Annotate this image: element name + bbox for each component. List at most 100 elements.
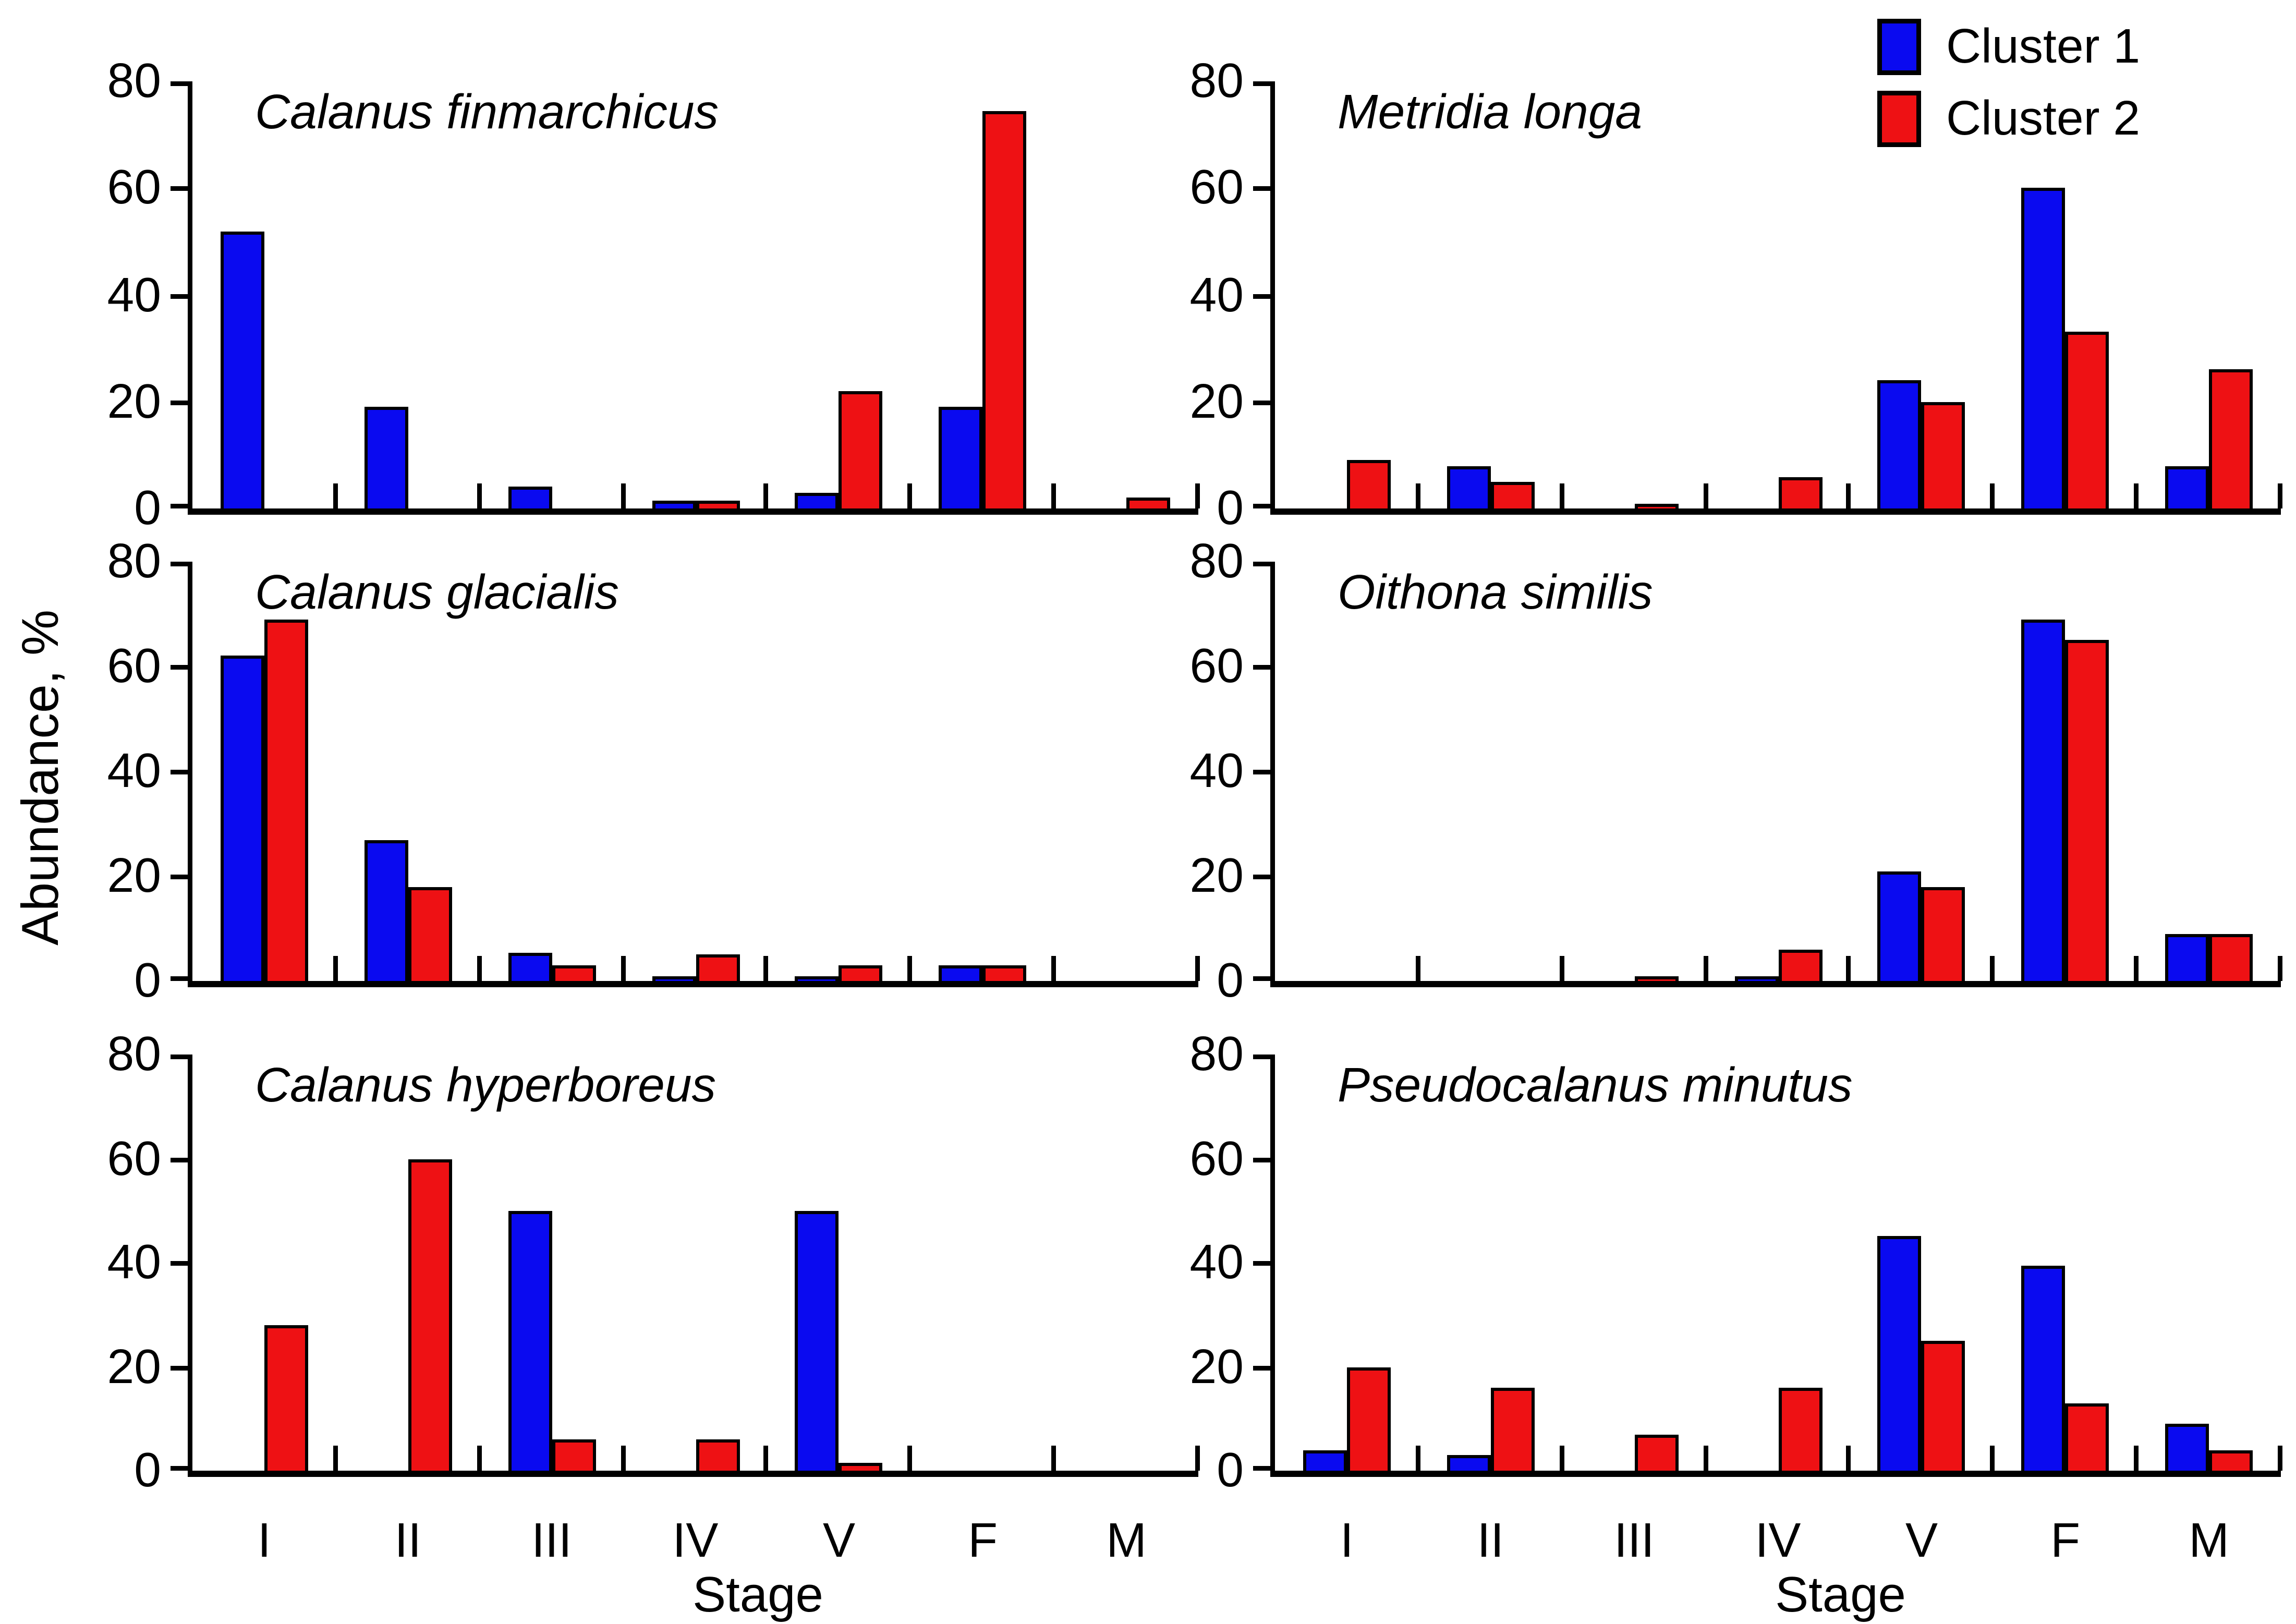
bar-III-cluster1 — [507, 1210, 552, 1471]
y-axis-tick — [1253, 1055, 1270, 1059]
bar-V-cluster1 — [1878, 1237, 1922, 1471]
y-axis-tick — [171, 1055, 188, 1059]
x-axis-tick — [1559, 483, 1564, 508]
bar-M-cluster1 — [2165, 1424, 2209, 1471]
y-axis-tick — [171, 665, 188, 670]
x-tick-label-stage-ii: II — [1477, 1513, 1504, 1568]
bar-F-cluster2 — [2065, 332, 2109, 508]
bar-V-cluster1 — [1878, 870, 1922, 981]
bar-V-cluster2 — [1922, 1340, 1966, 1471]
x-axis-tick — [764, 1446, 769, 1471]
bar-IV-cluster2 — [695, 500, 739, 508]
y-tick-label: 40 — [107, 743, 161, 798]
y-tick-label: 0 — [1217, 953, 1244, 1008]
panel-title: Calanus hyperboreus — [255, 1058, 716, 1112]
x-axis-tick — [1703, 483, 1708, 508]
x-axis-tick — [907, 483, 913, 508]
bar-III-cluster2 — [551, 1439, 596, 1471]
x-axis-tick — [764, 483, 769, 508]
bar-F-cluster2 — [982, 111, 1027, 508]
y-axis-title: Abundance, % — [11, 609, 69, 946]
y-tick-label: 40 — [107, 266, 161, 322]
panel-calanus-finmarchicus: Calanus finmarchicus 0 20 40 60 80 — [107, 54, 1200, 535]
y-tick-label: 80 — [107, 1026, 161, 1081]
y-tick-label: 0 — [134, 1443, 161, 1497]
bar-V-cluster1 — [795, 975, 840, 981]
y-axis-tick — [171, 976, 188, 981]
x-tick-label-stage-m: M — [1106, 1513, 1147, 1568]
cluster2-swatch-icon — [1877, 91, 1921, 147]
x-axis-tick — [1990, 483, 1995, 508]
bar-I-cluster2 — [264, 1325, 308, 1471]
x-axis-tick — [1195, 483, 1200, 508]
bar-I-cluster1 — [1303, 1450, 1347, 1471]
y-axis-tick — [1253, 562, 1270, 566]
y-tick-label: 20 — [1189, 848, 1244, 903]
x-axis-tick — [1051, 1446, 1056, 1471]
x-tick-label-stage-v: V — [823, 1513, 856, 1568]
bar-II-cluster1 — [364, 407, 408, 508]
x-axis-tick — [907, 956, 913, 981]
y-axis-tick — [1253, 1365, 1270, 1370]
bar-IV-cluster2 — [1778, 1387, 1822, 1471]
bar-M-cluster1 — [2165, 466, 2209, 508]
legend-label-cluster1: Cluster 1 — [1946, 19, 2141, 74]
x-axis-title: Stage — [693, 1566, 823, 1622]
x-axis-tick — [333, 483, 338, 508]
bar-V-cluster2 — [1922, 887, 1966, 981]
bar-IV-cluster2 — [695, 1439, 739, 1471]
y-tick-label: 60 — [107, 638, 161, 693]
bar-I-cluster1 — [220, 656, 264, 981]
x-axis-tick — [1559, 1446, 1564, 1471]
x-tick-label-stage-iv: IV — [672, 1513, 719, 1568]
y-axis-tick — [1253, 1466, 1270, 1471]
bar-I-cluster2 — [1346, 1366, 1391, 1471]
panel-calanus-hyperboreus: Calanus hyperboreus 0 20 40 60 80 I II III IV V F M S… — [107, 1027, 1200, 1621]
y-axis-tick — [1253, 1157, 1270, 1162]
y-axis-tick — [1253, 293, 1270, 298]
bar-II-cluster1 — [364, 839, 408, 981]
y-tick-label: 20 — [1189, 1338, 1244, 1393]
bar-II-cluster1 — [1447, 466, 1491, 508]
bar-IV-cluster1 — [1734, 975, 1778, 981]
panel-title: Calanus finmarchicus — [255, 84, 719, 139]
bar-III-cluster2 — [1634, 1434, 1678, 1471]
x-axis-tick — [620, 956, 625, 981]
bar-IV-cluster1 — [651, 500, 696, 508]
x-tick-label-stage-v: V — [1905, 1513, 1938, 1568]
bar-F-cluster2 — [982, 965, 1027, 981]
x-tick-label-stage-i: I — [1340, 1513, 1354, 1568]
y-axis-tick — [1253, 1261, 1270, 1266]
y-axis-tick — [1253, 81, 1270, 86]
x-axis-tick — [1990, 1446, 1995, 1471]
y-tick-label: 0 — [1217, 480, 1244, 535]
bar-V-cluster1 — [795, 1210, 840, 1471]
y-tick-label: 40 — [107, 1234, 161, 1289]
panel-title: Calanus glacialis — [255, 565, 619, 620]
y-axis-tick — [1253, 665, 1270, 670]
y-axis-tick — [171, 400, 188, 405]
x-axis-tick — [1703, 1446, 1708, 1471]
bar-III-cluster1 — [507, 952, 552, 981]
bar-F-cluster1 — [2021, 1265, 2066, 1471]
x-axis-tick — [1559, 956, 1564, 981]
bar-II-cluster2 — [408, 1158, 452, 1471]
x-axis-tick — [477, 1446, 482, 1471]
panel-title: Metridia longa — [1338, 84, 1643, 139]
x-tick-label-stage-ii: II — [394, 1513, 422, 1568]
x-axis-tick — [477, 483, 482, 508]
x-axis-tick — [1415, 956, 1420, 981]
y-tick-label: 40 — [1189, 1234, 1244, 1289]
x-tick-label-stage-f: F — [968, 1513, 998, 1568]
bar-IV-cluster2 — [1778, 949, 1822, 981]
y-axis-tick — [171, 1261, 188, 1266]
x-axis-tick — [1195, 1446, 1200, 1471]
bar-F-cluster1 — [939, 965, 983, 981]
x-axis-tick — [1703, 956, 1708, 981]
x-tick-label-stage-i: I — [257, 1513, 271, 1568]
bar-III-cluster2 — [1634, 975, 1678, 981]
panel-title: Oithona similis — [1338, 565, 1653, 620]
bar-I-cluster2 — [264, 619, 308, 981]
y-tick-label: 60 — [1189, 638, 1244, 693]
y-axis-tick — [1253, 875, 1270, 879]
